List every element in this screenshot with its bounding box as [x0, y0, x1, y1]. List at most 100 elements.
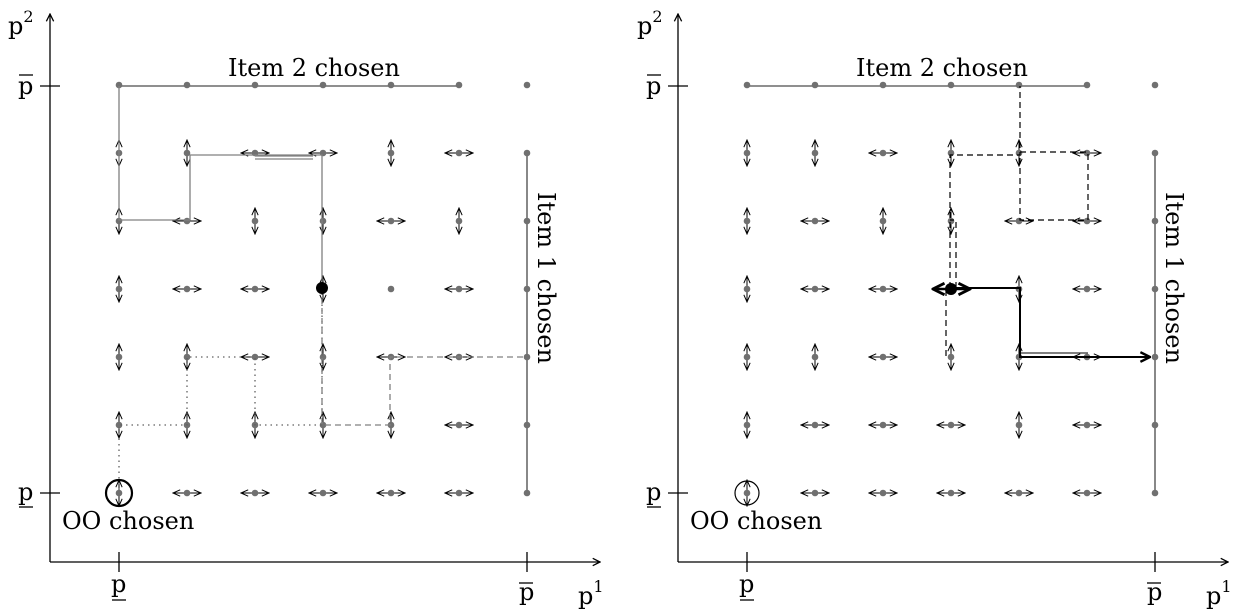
y-axis-label: p2: [8, 7, 34, 40]
right-panel: p2 p1 p p p p Item 2 chosen Item 1 chose…: [637, 7, 1232, 610]
grid-dot: [1015, 81, 1023, 89]
grid-dots-right: [743, 81, 1159, 497]
svg-text:p: p: [739, 570, 754, 598]
grid-dot: [251, 353, 259, 361]
grid-dot: [1151, 149, 1159, 157]
grid-dot: [115, 285, 123, 293]
grid-dot: [251, 81, 259, 89]
grid-dot: [743, 285, 751, 293]
item2-region-label: Item 2 chosen: [856, 54, 1028, 82]
grid-dot: [743, 489, 751, 497]
grid-dot: [455, 489, 463, 497]
start-point: [945, 283, 957, 295]
grid-dot: [1151, 217, 1159, 225]
grid-dot: [1151, 353, 1159, 361]
grid-dot: [879, 489, 887, 497]
grid-dot: [455, 149, 463, 157]
grid-dot: [319, 217, 327, 225]
grid-dot: [115, 489, 123, 497]
grid-dot: [811, 353, 819, 361]
grid-dot: [319, 353, 327, 361]
grid-dot: [811, 489, 819, 497]
grid-dot: [1083, 285, 1091, 293]
grid-dot: [523, 217, 531, 225]
grid-dot: [811, 285, 819, 293]
oo-circle: [734, 480, 760, 506]
grid-dot: [183, 285, 191, 293]
grid-dot: [879, 149, 887, 157]
grid-dot: [743, 149, 751, 157]
grid-dot: [523, 353, 531, 361]
grid-dot: [947, 353, 955, 361]
oo-region-label: OO chosen: [62, 507, 194, 535]
grid-dot: [523, 421, 531, 429]
grid-dot: [743, 353, 751, 361]
svg-text:p: p: [646, 72, 661, 100]
grid-dot: [115, 81, 123, 89]
grid-dots-left: [115, 81, 531, 497]
grid-dot: [743, 421, 751, 429]
path-dotted: [118, 288, 323, 493]
grid-dot: [811, 149, 819, 157]
item1-region-label: Item 1 chosen: [1160, 192, 1188, 364]
grid-dot: [387, 285, 395, 293]
path-solid-gray: [118, 86, 323, 288]
grid-dot: [455, 285, 463, 293]
x-axis-label: p1: [578, 577, 604, 610]
path-dashed-dark: [945, 86, 1089, 357]
grid-dot: [811, 421, 819, 429]
grid-dot: [455, 81, 463, 89]
svg-text:p: p: [18, 72, 33, 100]
grid-dot: [455, 217, 463, 225]
item1-region-label: Item 1 chosen: [532, 192, 560, 364]
grid-dot: [319, 81, 327, 89]
x-axis-label: p1: [1206, 577, 1232, 610]
grid-dot: [947, 81, 955, 89]
grid-dot: [1083, 81, 1091, 89]
left-panel: p2 p1 p p p p Item 2 chosen Item 1 chose…: [8, 7, 604, 610]
grid-dot: [879, 81, 887, 89]
grid-dot: [251, 285, 259, 293]
y-tick-high-label: p: [18, 72, 33, 100]
y-tick-low-label: p: [646, 478, 661, 508]
grid-dot: [115, 421, 123, 429]
item2-region-label: Item 2 chosen: [228, 54, 400, 82]
grid-dot: [1151, 421, 1159, 429]
grid-dot: [947, 489, 955, 497]
grid-dot: [251, 217, 259, 225]
x-tick-high-label: p: [1147, 578, 1162, 606]
svg-text:p: p: [1147, 578, 1162, 606]
grid-dot: [183, 217, 191, 225]
grid-dot: [811, 217, 819, 225]
grid-dot: [811, 81, 819, 89]
path-solid-gray-double: [255, 155, 313, 160]
path-dashed: [321, 288, 527, 426]
grid-dot: [1083, 217, 1091, 225]
svg-text:p: p: [519, 578, 534, 606]
grid-arrows-right: [747, 140, 1101, 506]
grid-dot: [743, 81, 751, 89]
y-axis-label: p2: [637, 7, 663, 40]
grid-dot: [523, 81, 531, 89]
grid-dot: [523, 149, 531, 157]
oo-region-label: OO chosen: [690, 507, 822, 535]
grid-dot: [1083, 421, 1091, 429]
path-bold: [953, 287, 1150, 357]
grid-dot: [879, 285, 887, 293]
y-tick-high-label: p: [646, 72, 661, 100]
grid-dot: [1015, 489, 1023, 497]
grid-dot: [387, 217, 395, 225]
svg-text:p: p: [18, 478, 33, 506]
grid-dot: [251, 489, 259, 497]
grid-dot: [1083, 489, 1091, 497]
grid-dot: [879, 217, 887, 225]
grid-arrows-left: [119, 140, 473, 506]
grid-dot: [523, 285, 531, 293]
grid-dot: [879, 421, 887, 429]
grid-dot: [947, 421, 955, 429]
grid-dot: [1151, 285, 1159, 293]
grid-dot: [387, 149, 395, 157]
grid-dot: [183, 81, 191, 89]
start-point: [316, 282, 328, 294]
